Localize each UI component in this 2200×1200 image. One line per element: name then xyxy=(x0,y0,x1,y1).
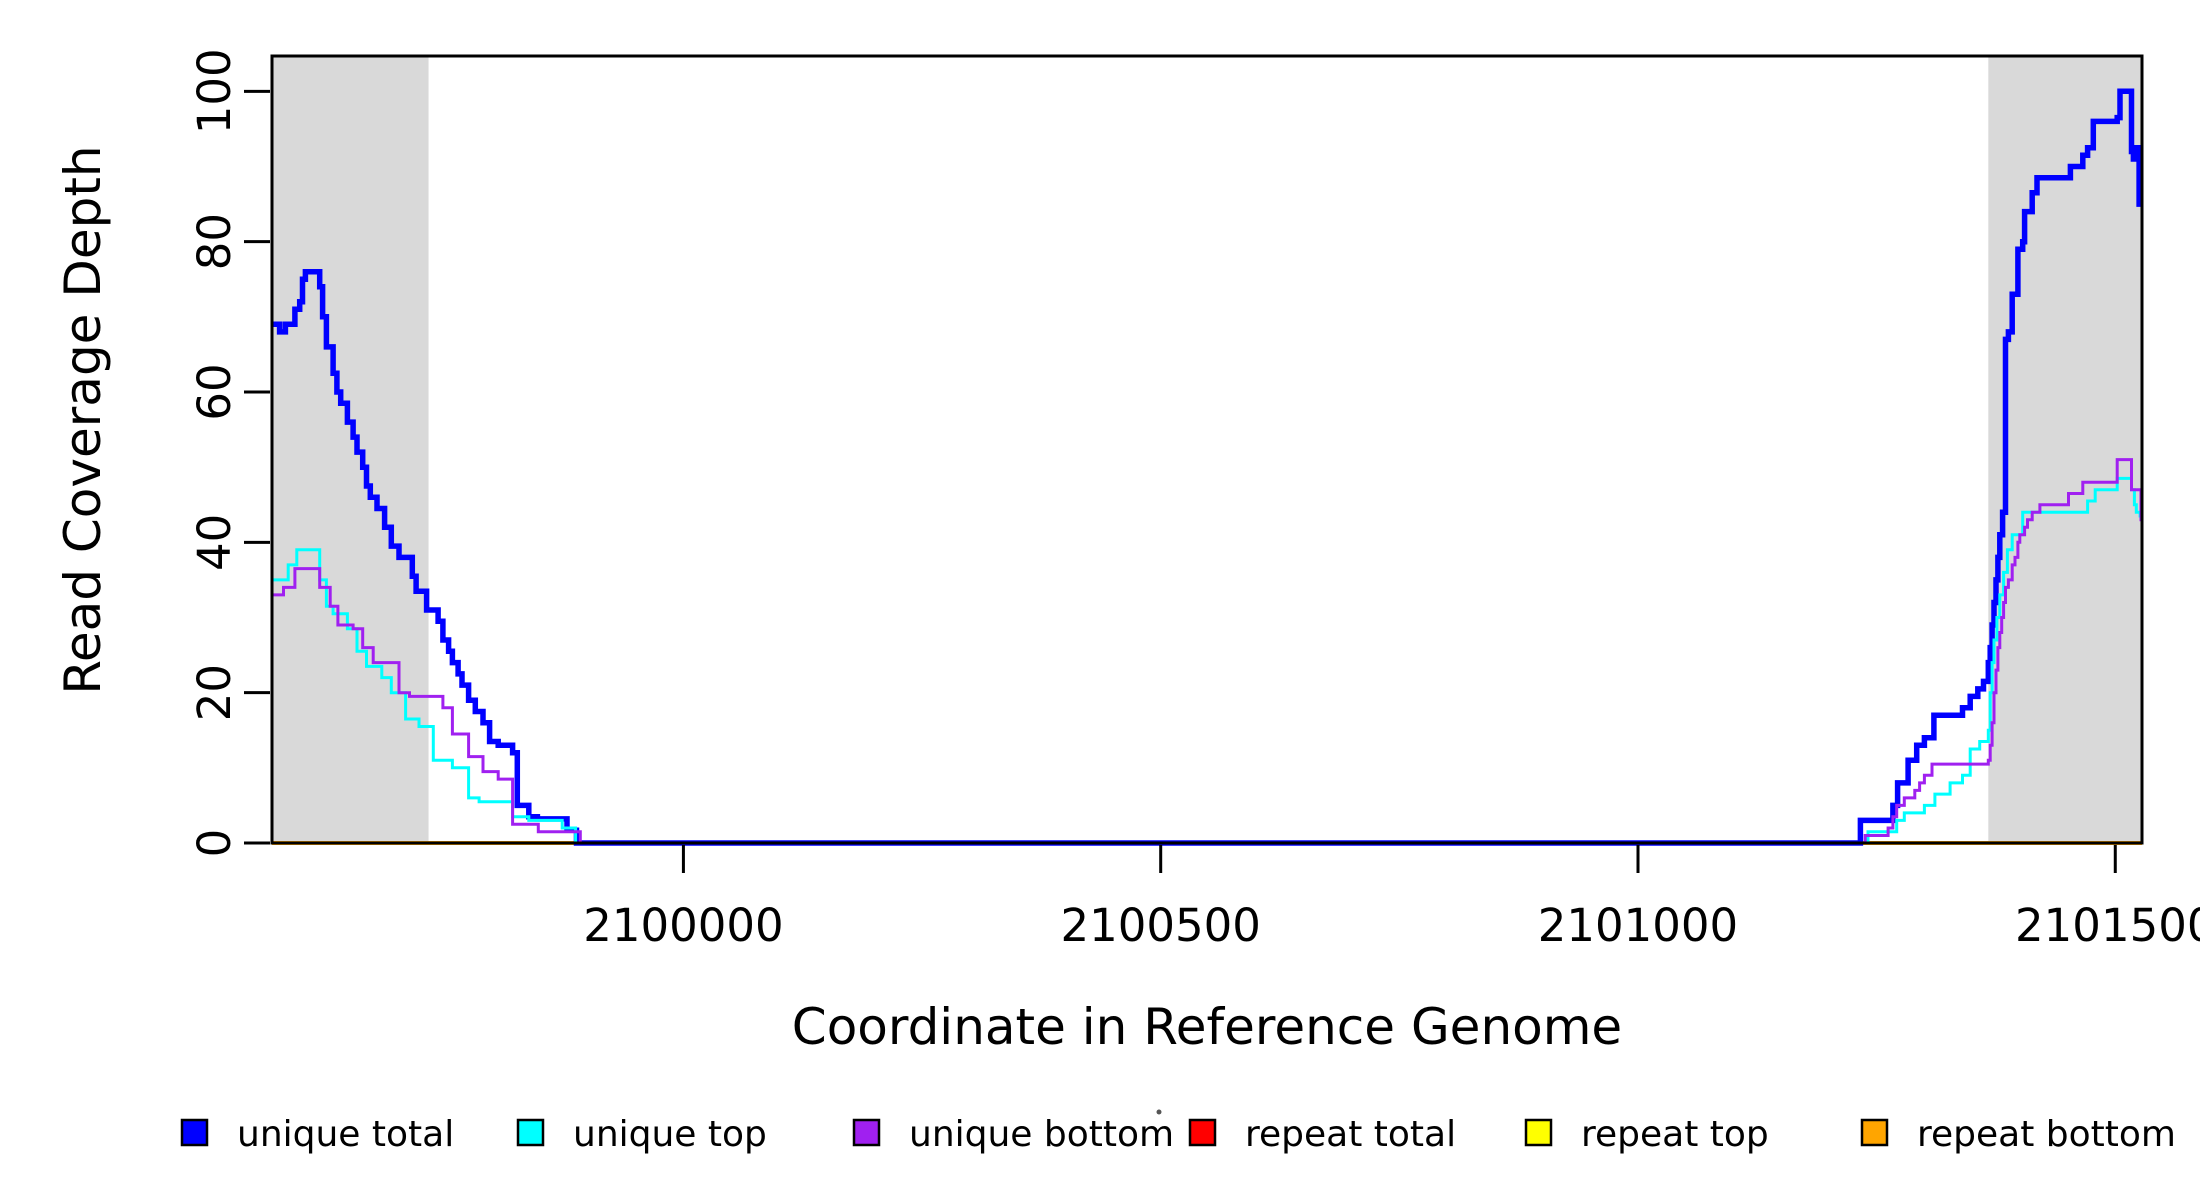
legend-item-unique-total: unique total xyxy=(180,1114,454,1155)
x-tick-label: 2100000 xyxy=(583,899,783,952)
y-axis-title: Read Coverage Depth xyxy=(54,145,112,694)
plot-border xyxy=(270,54,2144,845)
stray-mark xyxy=(1156,1109,1162,1115)
legend: unique total unique top unique bottom repea… xyxy=(180,1114,2176,1155)
shaded-region-1 xyxy=(272,56,429,843)
legend-item-repeat-top: repeat top xyxy=(1524,1114,1769,1155)
legend-swatch xyxy=(852,1118,881,1147)
shaded-regions xyxy=(272,56,2142,843)
x-tick-label: 2101000 xyxy=(1538,899,1738,952)
y-tick-label: 20 xyxy=(188,664,241,721)
legend-item-unique-bottom: unique bottom xyxy=(852,1114,1174,1155)
legend-swatch xyxy=(1188,1118,1217,1147)
x-axis-title: Coordinate in Reference Genome xyxy=(792,998,1622,1056)
x-tick-label: 2101500 xyxy=(2015,899,2200,952)
series-lines xyxy=(272,88,2143,846)
legend-label: unique bottom xyxy=(909,1114,1174,1155)
legend-label: unique top xyxy=(573,1114,767,1155)
legend-item-unique-top: unique top xyxy=(516,1114,767,1155)
series-line-unique-total xyxy=(272,88,2142,846)
x-axis: 2100000 2100500 2101000 2101500 xyxy=(583,845,2200,952)
series-line-unique-top xyxy=(272,476,2142,845)
y-axis: 0 20 40 60 80 100 xyxy=(188,48,270,857)
legend-label: unique total xyxy=(237,1114,454,1155)
y-tick-label: 80 xyxy=(188,213,241,270)
legend-swatch xyxy=(1524,1118,1553,1147)
legend-item-repeat-total: repeat total xyxy=(1188,1114,1456,1155)
y-tick-label: 40 xyxy=(188,514,241,571)
legend-swatch xyxy=(516,1118,545,1147)
shaded-region-2 xyxy=(1988,56,2142,843)
legend-item-repeat-bottom: repeat bottom xyxy=(1860,1114,2176,1155)
y-tick-label: 60 xyxy=(188,363,241,420)
legend-swatch xyxy=(1860,1118,1889,1147)
legend-label: repeat top xyxy=(1581,1114,1769,1155)
y-tick-label: 0 xyxy=(188,829,241,858)
legend-label: repeat total xyxy=(1245,1114,1456,1155)
legend-swatch xyxy=(180,1118,209,1147)
x-tick-label: 2100500 xyxy=(1060,899,1260,952)
y-tick-label: 100 xyxy=(188,48,241,134)
series-line-unique-bottom xyxy=(272,458,2143,845)
legend-label: repeat bottom xyxy=(1917,1114,2176,1155)
